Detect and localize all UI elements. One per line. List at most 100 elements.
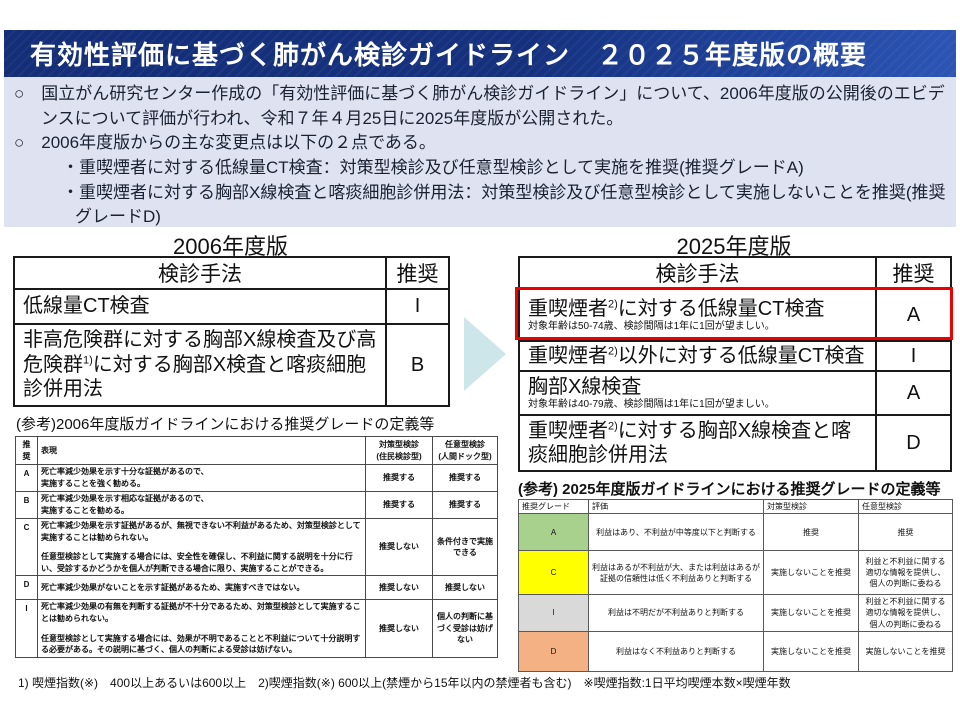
method-cell: 非高危険群に対する胸部X線検査及び高危険群1)に対する胸部X検査と喀痰細胞診併用… <box>13 323 387 407</box>
expression-line1: 死亡率減少効果を示す相応な証拠があるので、 <box>41 494 209 503</box>
taisaku-value: 推奨する <box>365 464 433 492</box>
grade-row-C: C 死亡率減少効果を示す証拠があるが、無視できない不利益があるため、対策型検診と… <box>15 517 498 577</box>
grade-letter: A <box>518 513 589 552</box>
method-sup: 2) <box>608 298 618 311</box>
taisaku-value: 実施しないことを推奨 <box>763 550 859 596</box>
grade-row-A: A 死亡率減少効果を示す十分な証拠があるので、 実施することを強く勧める。 推奨… <box>15 464 498 492</box>
rec-cell: I <box>875 340 952 372</box>
method-sup: 1) <box>83 354 93 367</box>
method-cell: 重喫煙者2)に対する胸部X線検査と喀痰細胞診併用法 <box>518 414 877 472</box>
method-main: 重喫煙者2)に対する胸部X線検査と喀痰細胞診併用法 <box>528 419 869 468</box>
col-header-grade: 推奨 <box>15 436 38 465</box>
method-text: 胸部X線検査 <box>528 375 642 398</box>
intro-bullet-1: ○ 国立がん研究センター作成の「有効性評価に基づく肺がん検診ガイドライン」につい… <box>14 84 945 128</box>
grade-letter: B <box>15 491 38 519</box>
method-text-post: に対する低線量CT検査 <box>617 297 825 320</box>
expression-line2: 実施することを勧める。 <box>41 505 129 515</box>
rec-cell: A <box>875 288 952 342</box>
nini-value: 利益と不利益に関する適切な情報を提供し、個人の判断に委ねる <box>858 594 953 632</box>
grade-2025-table: 推奨グレード 評価 対策型検診 任意型検診 A 利益はあり、不利益が中等度以下と… <box>518 498 953 672</box>
grade-2006-table: 推奨 表現 対策型検診 (住民検診型) 任意型検診 (人間ドック型) A 死亡率… <box>15 436 498 658</box>
grade-letter: D <box>15 575 38 601</box>
taisaku-value: 推奨しない <box>365 599 433 658</box>
grade-letter: C <box>518 550 589 596</box>
nini-value: 推奨する <box>432 491 498 519</box>
expression-para1: 死亡率減少効果を示す証拠があるが、無視できない不利益があるため、対策型検診として… <box>41 521 361 542</box>
expression-line2: 実施することを強く勧める。 <box>41 478 145 488</box>
grade-expression: 死亡率減少効果を示す証拠があるが、無視できない不利益があるため、対策型検診として… <box>37 517 366 577</box>
col-header-nini: 任意型検診 <box>858 498 953 515</box>
table-2006-header-row: 検診手法 推奨 <box>13 256 450 290</box>
grade-row-D: D 死亡率減少効果がないことを示す証拠があるため、実施すべきではない。 推奨しな… <box>15 575 498 601</box>
table-2025-header-row: 検診手法 推奨 <box>518 256 952 290</box>
intro-bullet-2: ○ 2006年度版からの主な変更点は以下の２点である。 <box>14 133 436 153</box>
method-main: 重喫煙者2)に対する低線量CT検査 <box>528 297 869 321</box>
nini-value: 推奨 <box>858 513 953 552</box>
nini-value: 条件付きで実施できる <box>432 517 498 577</box>
col-header-nini-line2: (人間ドック型) <box>438 451 492 461</box>
grade-expression: 死亡率減少効果を示す相応な証拠があるので、 実施することを勧める。 <box>37 491 366 519</box>
col-header-rec: 推奨 <box>875 256 952 290</box>
method-sup: 2) <box>608 419 618 432</box>
taisaku-value: 推奨しない <box>365 575 433 601</box>
col-header-eval: 評価 <box>588 498 764 515</box>
grade-letter: A <box>15 464 38 492</box>
col-header-rec: 推奨 <box>385 256 450 290</box>
expression-para2: 任意型検診として実施する場合には、安全性を確保し、不利益に関する説明を十分に行い… <box>41 552 353 573</box>
col-header-expression: 表現 <box>37 436 366 465</box>
grade-2025-header-row: 推奨グレード 評価 対策型検診 任意型検診 <box>518 498 953 515</box>
table-row: 胸部X線検査 対象年齢は40-79歳、検診間隔は1年に1回が望ましい。 A <box>518 370 952 416</box>
nini-value: 利益と不利益に関する適切な情報を提供し、個人の判断に委ねる <box>858 550 953 596</box>
intro-sub-bullet-1: ・重喫煙者に対する低線量CT検査：対策型検診及び任意型検診として実施を推奨(推奨… <box>62 157 804 177</box>
grade-row-A: A 利益はあり、不利益が中等度以下と判断する 推奨 推奨 <box>518 513 953 552</box>
nini-value: 実施しないことを推奨 <box>858 630 953 672</box>
col-header-taisaku-line2: (住民検診型) <box>376 451 422 461</box>
table-row-highlighted: 重喫煙者2)に対する低線量CT検査 対象年齢は50-74歳、検診間隔は1年に1回… <box>518 288 952 342</box>
method-text: 重喫煙者 <box>528 297 608 320</box>
method-cell: 重喫煙者2)に対する低線量CT検査 対象年齢は50-74歳、検診間隔は1年に1回… <box>518 288 877 342</box>
arrow-right-icon <box>464 317 506 391</box>
rec-cell: B <box>385 323 450 407</box>
table-2006: 検診手法 推奨 低線量CT検査 I 非高危険群に対する胸部X線検査及び高危険群1… <box>13 256 450 407</box>
grade-row-C: C 利益はあるが不利益が大、または利益はあるが証拠の信頼性は低く不利益ありと判断… <box>518 550 953 596</box>
grade-2025-caption: (参考) 2025年度版ガイドラインにおける推奨グレードの定義等 <box>518 481 941 498</box>
col-header-nini: 任意型検診 (人間ドック型) <box>432 436 498 465</box>
method-text-post: 以外に対する低線量CT検査 <box>617 344 865 367</box>
col-header-taisaku: 対策型検診 <box>763 498 859 515</box>
expression-para2: 任意型検診として実施する場合には、効果が不明であることと不利益について十分説明す… <box>41 633 361 655</box>
footnote: 1) 喫煙指数(※) 400以上あるいは600以上 2)喫煙指数(※) 600以… <box>18 676 791 690</box>
taisaku-value: 推奨する <box>365 491 433 519</box>
table-2025: 検診手法 推奨 重喫煙者2)に対する低線量CT検査 対象年齢は50-74歳、検診… <box>518 256 952 472</box>
method-main: 胸部X線検査 <box>528 375 869 399</box>
expression-line1: 死亡率減少効果を示す十分な証拠があるので、 <box>41 467 209 476</box>
method-note: 対象年齢は50-74歳、検診間隔は1年に1回が望ましい。 <box>528 321 775 333</box>
method-cell: 胸部X線検査 対象年齢は40-79歳、検診間隔は1年に1回が望ましい。 <box>518 370 877 416</box>
nini-value: 推奨しない <box>432 575 498 601</box>
table-2025-title: 2025年度版 <box>676 234 792 259</box>
grade-letter: I <box>15 599 38 658</box>
intro-section: ○ 国立がん研究センター作成の「有効性評価に基づく肺がん検診ガイドライン」につい… <box>4 77 956 227</box>
table-row: 重喫煙者2)以外に対する低線量CT検査 I <box>518 340 952 372</box>
eval-value: 利益はなく不利益ありと判断する <box>588 630 764 672</box>
grade-row-I: I 死亡率減少効果の有無を判断する証拠が不十分であるため、対策型検診として実施す… <box>15 599 498 658</box>
grade-row-B: B 死亡率減少効果を示す相応な証拠があるので、 実施することを勧める。 推奨する… <box>15 491 498 519</box>
method-main: 重喫煙者2)以外に対する低線量CT検査 <box>528 344 869 368</box>
grade-row-I: I 利益は不明だが不利益ありと判断する 実施しないことを推奨 利益と不利益に関す… <box>518 594 953 632</box>
rec-cell: I <box>385 288 450 325</box>
eval-value: 利益はあり、不利益が中等度以下と判断する <box>588 513 764 552</box>
method-text: 重喫煙者 <box>528 344 608 367</box>
method-sup: 2) <box>608 345 618 358</box>
col-header-taisaku: 対策型検診 (住民検診型) <box>365 436 433 465</box>
method-text: 低線量CT検査 <box>23 295 150 318</box>
eval-value: 利益は不明だが不利益ありと判断する <box>588 594 764 632</box>
grade-expression: 死亡率減少効果の有無を判断する証拠が不十分であるため、対策型検診として実施するこ… <box>37 599 366 658</box>
table-2006-title: 2006年度版 <box>173 234 288 259</box>
intro-sub-bullet-2: ・重喫煙者に対する胸部X線検査と喀痰細胞診併用法：対策型検診及び任意型検診として… <box>62 182 946 227</box>
grade-letter: C <box>15 517 38 577</box>
grade-2006-header-row: 推奨 表現 対策型検診 (住民検診型) 任意型検診 (人間ドック型) <box>15 436 498 465</box>
title-bar: 有効性評価に基づく肺がん検診ガイドライン ２０２５年度版の概要 <box>4 30 956 77</box>
taisaku-value: 推奨 <box>763 513 859 552</box>
rec-cell: A <box>875 370 952 416</box>
method-text-post: に対する胸部X線検査と喀痰細胞診併用法 <box>528 419 852 466</box>
taisaku-value: 推奨しない <box>365 517 433 577</box>
